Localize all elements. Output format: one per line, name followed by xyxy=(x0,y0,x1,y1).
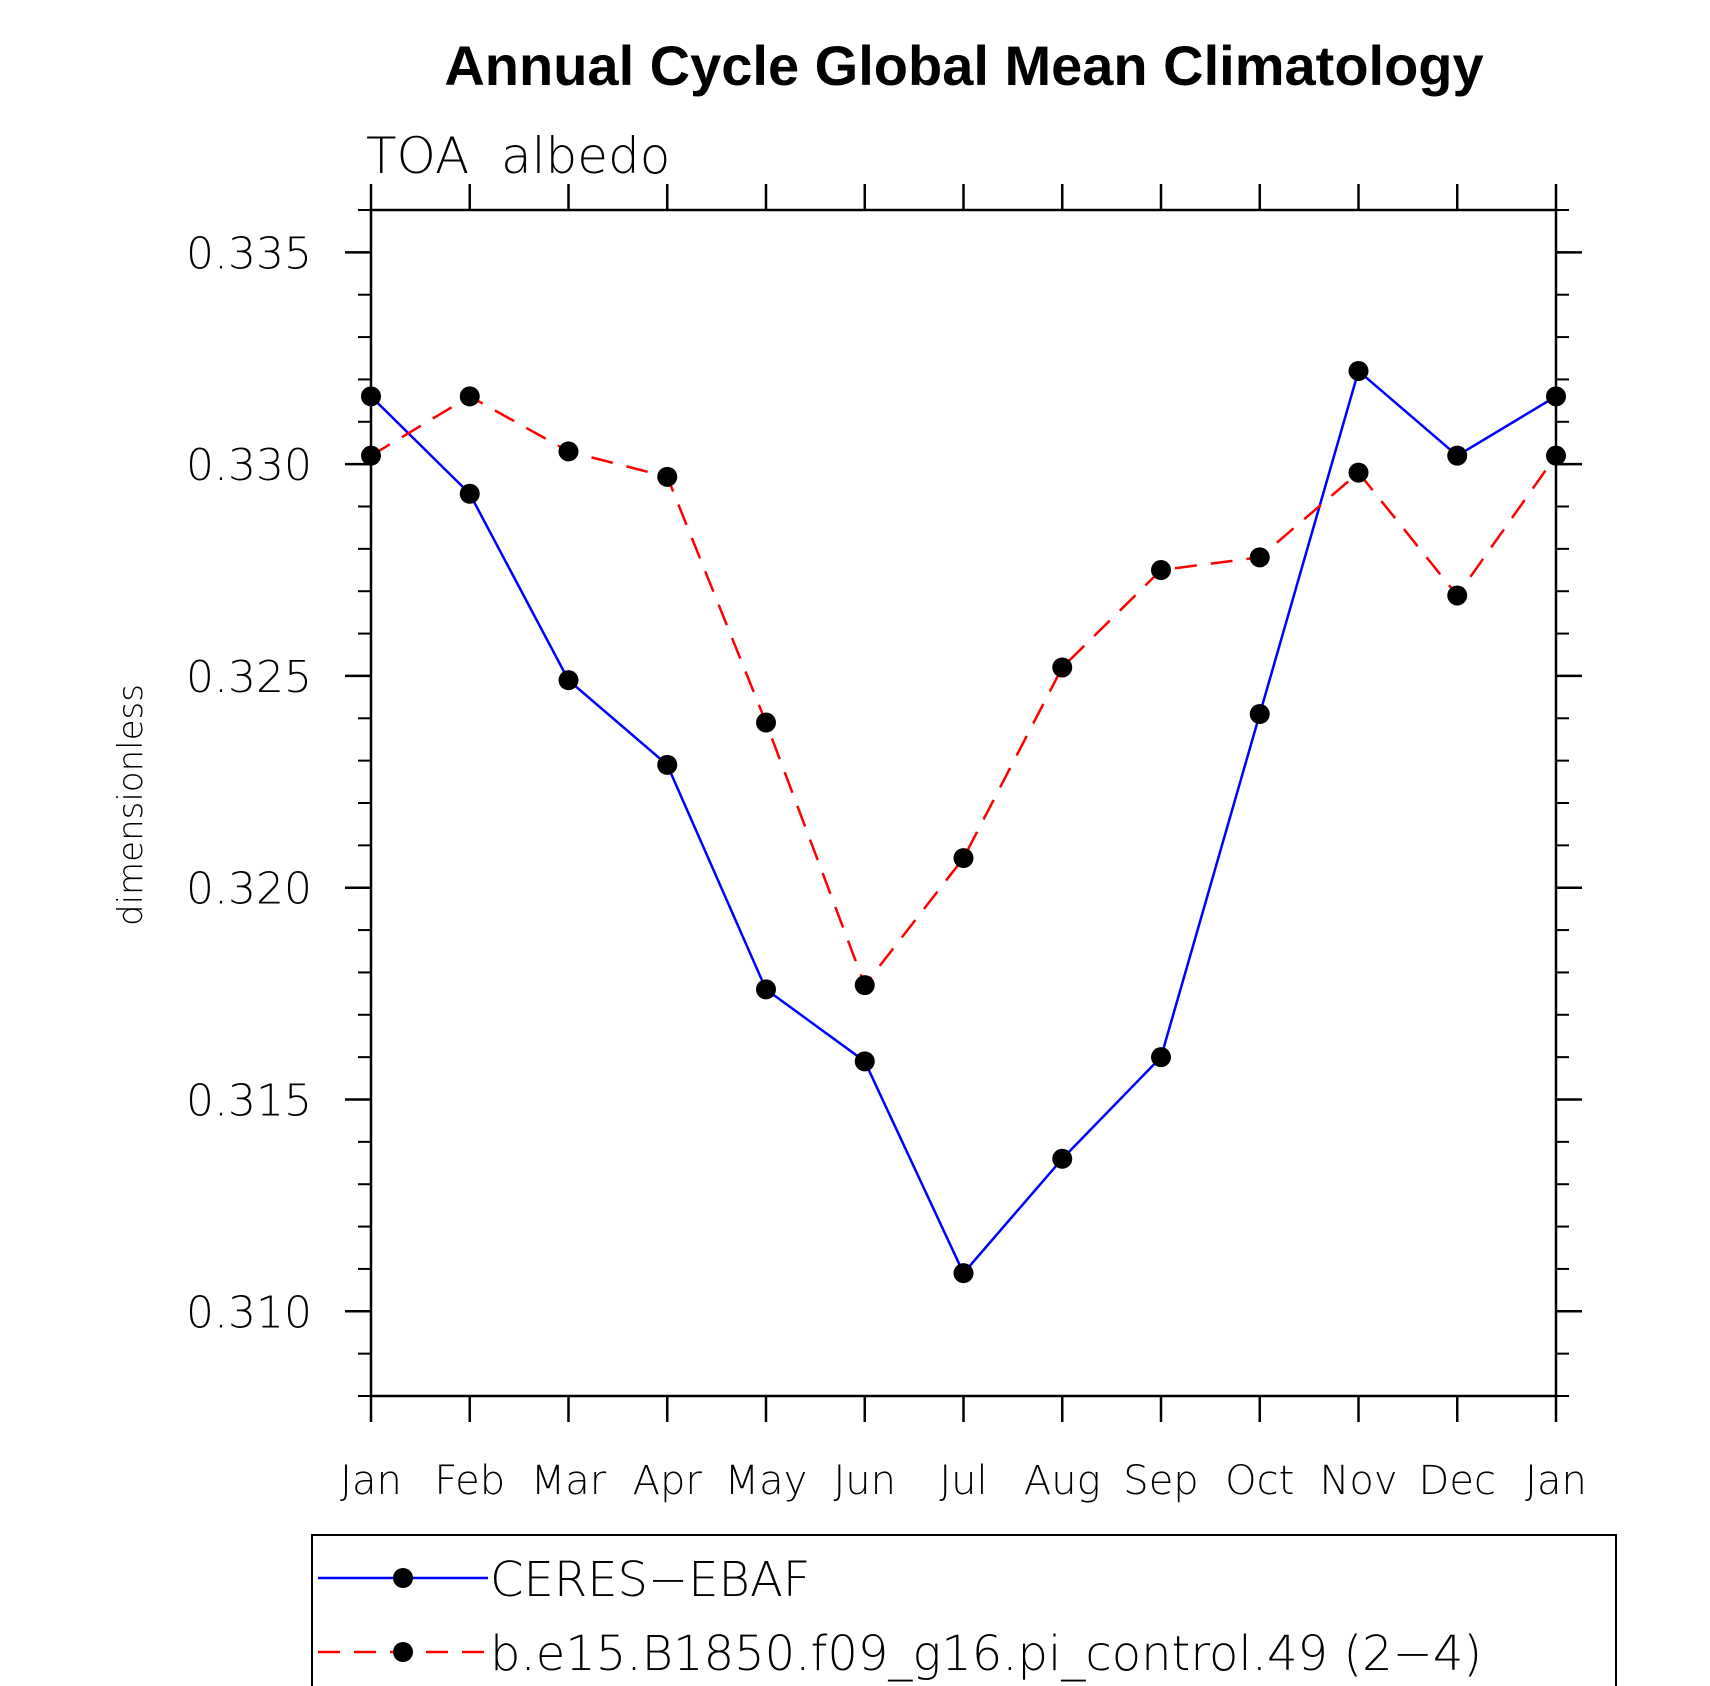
series-line-0 xyxy=(370,368,1557,1276)
x-tick-label-9: Oct xyxy=(1225,1458,1294,1504)
series-0-point-2 xyxy=(558,670,579,691)
x-tick-label-7: Aug xyxy=(1024,1458,1101,1504)
series-1-point-10 xyxy=(1348,462,1369,483)
chart-title: Annual Cycle Global Mean Climatology xyxy=(444,34,1483,97)
y-tick-label-4: 0.330 xyxy=(186,440,312,491)
series-0-point-3 xyxy=(657,754,678,775)
series-1-point-7 xyxy=(1052,657,1073,678)
series-1-point-5 xyxy=(854,975,875,996)
series-line-1 xyxy=(370,394,1558,988)
y-tick-labels: 0.310 0.315 0.320 0.325 0.330 0.335 xyxy=(186,228,312,1338)
x-tick-label-2: Mar xyxy=(531,1458,607,1504)
series-0-point-0 xyxy=(361,386,381,407)
series-1-point-0 xyxy=(361,445,381,466)
series-1-point-3 xyxy=(657,466,678,487)
x-tick-label-11: Dec xyxy=(1419,1458,1496,1504)
x-tick-label-5: Jun xyxy=(834,1458,897,1504)
x-tick-label-3: Apr xyxy=(633,1458,703,1504)
x-tick-label-10: Nov xyxy=(1319,1458,1397,1504)
x-tick-label-8: Sep xyxy=(1123,1458,1198,1504)
legend-label-1: b.e15.B1850.f09_g16.pi_control.49 (2−4) xyxy=(490,1626,1482,1682)
chart-subtitle: TOA albedo xyxy=(366,127,670,185)
legend-label-0: CERES−EBAF xyxy=(490,1552,810,1608)
series-0-point-1 xyxy=(459,483,480,504)
y-tick-label-3: 0.325 xyxy=(186,652,312,703)
series-0-point-8 xyxy=(1151,1047,1171,1068)
data-series xyxy=(361,360,1566,1284)
legend-box xyxy=(311,1534,1617,1686)
y-tick-label-1: 0.315 xyxy=(186,1076,312,1127)
y-tick-label-0: 0.310 xyxy=(186,1287,312,1338)
x-tick-label-1: Feb xyxy=(434,1458,505,1504)
series-1-point-12 xyxy=(1546,445,1566,466)
y-tick-label-5: 0.335 xyxy=(186,228,312,279)
series-1-point-1 xyxy=(459,386,480,407)
x-tick-label-12: Jan xyxy=(1525,1458,1587,1504)
series-0-point-10 xyxy=(1348,360,1369,381)
x-tick-label-4: May xyxy=(725,1458,808,1504)
series-1-point-2 xyxy=(558,441,579,462)
series-0-point-9 xyxy=(1249,704,1270,725)
x-tick-label-6: Jul xyxy=(939,1458,987,1504)
series-1-point-4 xyxy=(756,712,776,733)
series-1-point-6 xyxy=(953,848,974,869)
y-tick-label-2: 0.320 xyxy=(186,864,312,915)
x-tick-labels: Jan Feb Mar Apr May Jun Jul Aug Sep Oct Nov Dec Jan xyxy=(340,1458,1587,1504)
y-axis-label: dimensionless xyxy=(111,684,151,926)
axis-ticks xyxy=(345,184,1582,1422)
legend-marker-1 xyxy=(393,1642,413,1662)
series-0-point-7 xyxy=(1052,1148,1073,1169)
legend: CERES−EBAF b.e15.B1850.f09_g16.pi_contro… xyxy=(311,1534,1617,1686)
series-0-point-12 xyxy=(1546,386,1566,407)
legend-marker-0 xyxy=(393,1568,413,1588)
series-1-point-11 xyxy=(1447,585,1468,606)
series-0-point-6 xyxy=(953,1263,974,1284)
series-0-point-5 xyxy=(854,1051,875,1072)
series-0-point-4 xyxy=(756,979,776,1000)
x-tick-label-0: Jan xyxy=(340,1458,402,1504)
series-1-point-9 xyxy=(1249,547,1270,568)
series-0-point-11 xyxy=(1447,445,1468,466)
series-1-point-8 xyxy=(1151,560,1171,581)
